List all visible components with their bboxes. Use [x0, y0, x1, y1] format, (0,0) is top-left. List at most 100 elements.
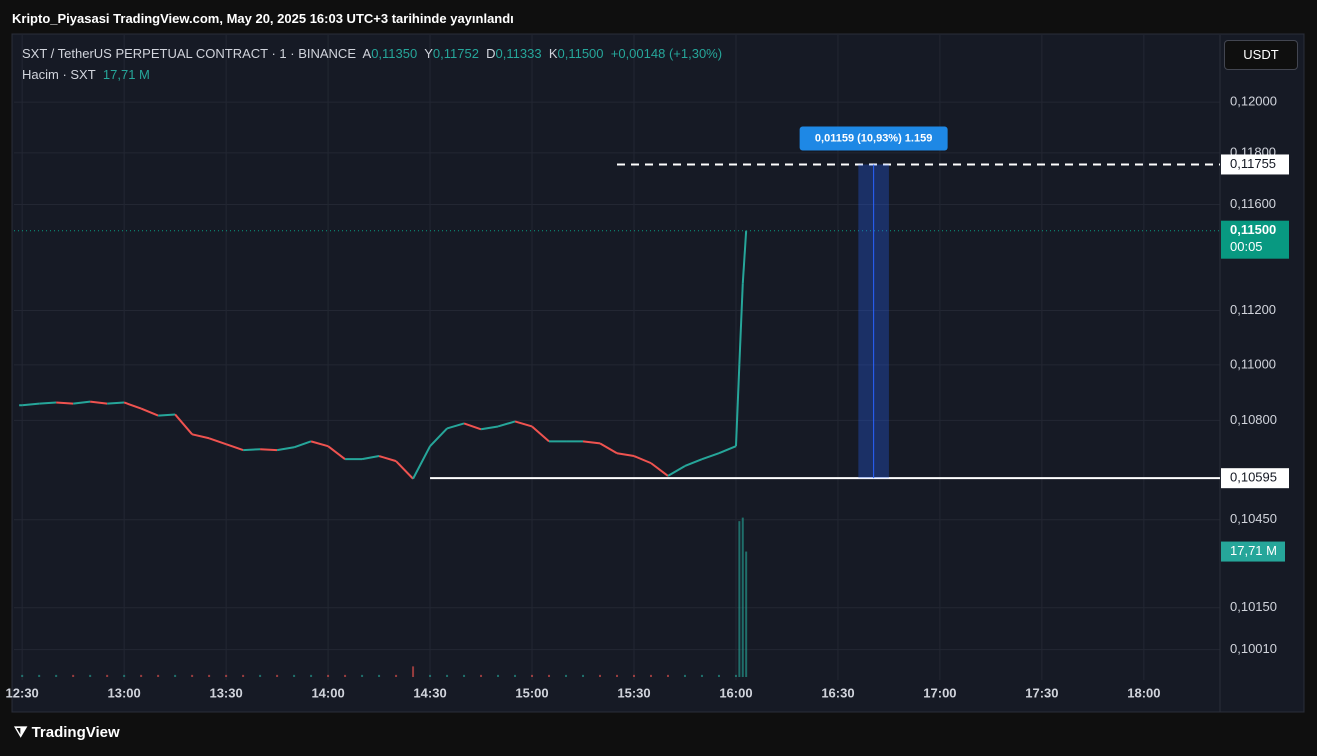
volume-bar	[208, 674, 211, 677]
volume-bar	[446, 674, 449, 677]
price-segment	[191, 433, 210, 440]
price-segment	[599, 442, 618, 455]
volume-bar	[259, 674, 262, 677]
measure-label: 0,01159 (10,93%) 1.159	[815, 132, 932, 144]
volume-bar	[310, 674, 313, 677]
volume-bar	[225, 674, 228, 677]
last-price-label: 0,11500	[1230, 222, 1276, 237]
price-segment	[701, 452, 720, 461]
level-tag	[1221, 154, 1289, 175]
price-segment	[174, 413, 193, 435]
volume-bar	[157, 674, 160, 677]
volume-bar	[741, 517, 744, 677]
footer-text: TradingView	[31, 724, 120, 741]
price-segment	[158, 413, 176, 417]
volume-bar	[327, 674, 330, 677]
footer-logo: ⧩ TradingView	[14, 724, 120, 741]
volume-bar	[745, 551, 748, 677]
price-segment	[412, 445, 431, 480]
price-segment	[208, 437, 227, 446]
price-segment	[734, 364, 741, 447]
volume-bar	[429, 674, 432, 677]
countdown: 00:05	[1230, 239, 1263, 254]
volume-bar	[700, 674, 703, 677]
y-tick-label: 0,10450	[1230, 511, 1277, 526]
y-tick-label: 0,10800	[1230, 412, 1277, 427]
last-price-tag	[1221, 220, 1289, 259]
x-tick-label: 13:30	[209, 685, 242, 700]
volume-bar	[395, 674, 398, 677]
ohlc-key: A	[362, 46, 372, 61]
volume-bar	[412, 666, 415, 677]
ohlc-value: 0,11350	[371, 46, 418, 61]
level-label: 0,10595	[1230, 470, 1277, 485]
y-tick-label: 0,12000	[1230, 94, 1277, 109]
price-segment	[616, 452, 635, 458]
volume-bar	[734, 674, 737, 677]
price-segment	[293, 440, 312, 449]
price-segment	[107, 401, 125, 405]
volume-bar	[242, 674, 245, 677]
volume-bar	[514, 674, 517, 677]
x-tick-label: 14:00	[311, 685, 344, 700]
volume-bar	[666, 674, 669, 677]
volume-bar	[632, 674, 635, 677]
volume-bar	[717, 674, 720, 677]
price-segment	[90, 400, 108, 405]
currency-button[interactable]: USDT	[1224, 40, 1298, 70]
volume-bar	[21, 674, 24, 677]
y-tick-label: 0,11000	[1230, 356, 1276, 371]
price-segment	[741, 230, 748, 284]
x-tick-label: 15:30	[617, 685, 650, 700]
volume-bar	[738, 521, 741, 677]
volume-bar	[582, 674, 585, 677]
ohlc-key: D	[486, 46, 496, 61]
x-tick-label: 18:00	[1127, 685, 1160, 700]
volume-bar	[616, 674, 618, 677]
y-tick-label: 0,10150	[1230, 599, 1277, 614]
ohlc-key: K	[548, 46, 558, 61]
legend: SXT / TetherUS PERPETUAL CONTRACT · 1 · …	[22, 46, 722, 61]
volume-bar	[174, 674, 177, 677]
volume-bar	[531, 674, 534, 677]
y-tick-label: 0,10010	[1230, 641, 1277, 656]
price-segment	[446, 422, 465, 430]
x-tick-label: 14:30	[413, 685, 446, 700]
price-segment	[480, 425, 499, 431]
level-tag	[1221, 468, 1289, 489]
price-segment	[429, 427, 448, 447]
volume-bar	[293, 674, 296, 677]
volume-legend: Hacim · SXT 17,71 M	[22, 67, 150, 82]
change: +0,00148 (+1,30%)	[610, 46, 723, 61]
header-title: Kripto_Piyasasi TradingView.com, May 20,…	[12, 11, 514, 26]
price-segment	[650, 462, 669, 477]
price-segment	[140, 407, 159, 417]
symbol: SXT / TetherUS PERPETUAL CONTRACT · 1 · …	[22, 46, 356, 61]
price-segment	[56, 401, 74, 405]
volume-bar	[55, 674, 58, 677]
price-segment	[310, 440, 329, 448]
x-tick-label: 16:00	[719, 685, 752, 700]
price-segment	[123, 401, 142, 410]
volume-tag	[1221, 541, 1285, 562]
volume-bar	[463, 674, 466, 677]
y-tick-label: 0,11200	[1230, 302, 1276, 317]
price-segment	[395, 460, 414, 480]
price-segment	[684, 458, 703, 467]
volume-bar	[378, 674, 381, 677]
volume-bar	[140, 674, 143, 677]
price-segment	[276, 446, 295, 452]
price-segment	[260, 448, 278, 452]
volume-bar	[649, 674, 652, 677]
volume-bar	[565, 674, 568, 677]
ohlc-value: 0,11333	[495, 46, 542, 61]
price-segment	[463, 422, 482, 431]
ohlc-key: Y	[424, 46, 433, 61]
price-segment	[243, 448, 261, 452]
price-segment	[22, 402, 40, 407]
price-segment	[361, 455, 380, 461]
volume-bar	[497, 674, 500, 677]
measure-label-bg	[799, 126, 948, 151]
price-segment	[497, 420, 516, 428]
